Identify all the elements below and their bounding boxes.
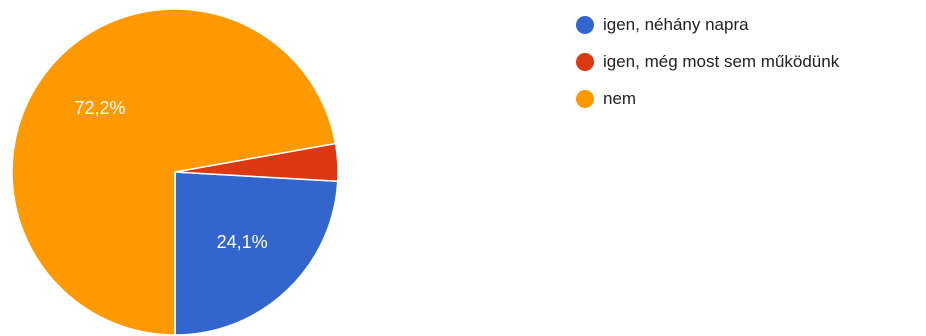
pie-slice[interactable] xyxy=(11,8,337,336)
legend-label: igen, néhány napra xyxy=(603,14,749,34)
slice-data-label: 72,2% xyxy=(75,98,126,118)
legend-marker xyxy=(576,52,594,71)
pie-slice[interactable] xyxy=(174,171,339,336)
legend-item[interactable]: igen, még most sem működünk xyxy=(576,43,839,80)
legend-marker xyxy=(576,15,594,34)
legend-label: nem xyxy=(603,88,637,108)
legend: igen, néhány napra igen, még most sem mű… xyxy=(576,6,839,117)
legend-label: igen, még most sem működünk xyxy=(603,51,840,71)
slice-data-label: 24,1% xyxy=(217,232,268,252)
legend-item[interactable]: igen, néhány napra xyxy=(576,6,839,43)
legend-marker xyxy=(576,89,594,108)
legend-item[interactable]: nem xyxy=(576,80,839,117)
